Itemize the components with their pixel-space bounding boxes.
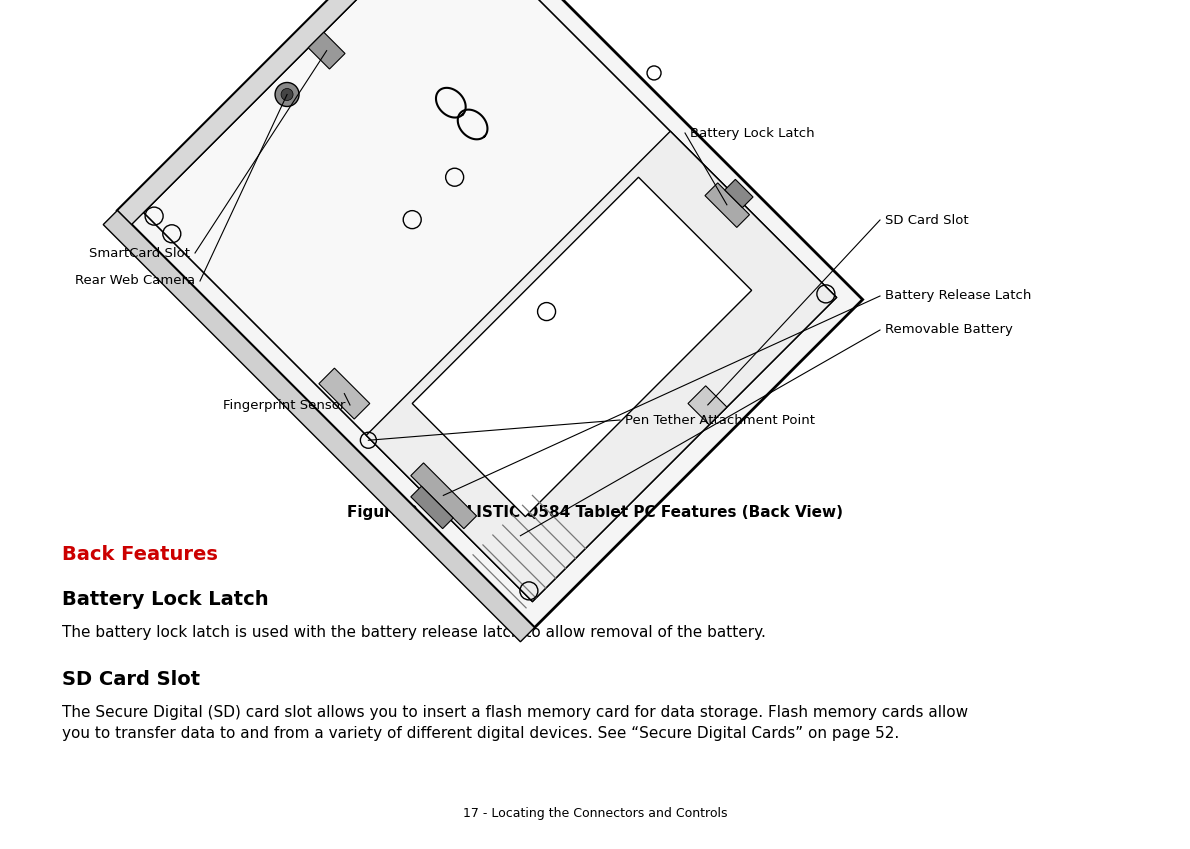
Polygon shape bbox=[725, 179, 753, 208]
Polygon shape bbox=[412, 177, 752, 517]
Polygon shape bbox=[411, 486, 453, 529]
Polygon shape bbox=[688, 385, 727, 424]
Polygon shape bbox=[118, 0, 459, 225]
Text: Figure 3.  STYLISTIC Q584 Tablet PC Features (Back View): Figure 3. STYLISTIC Q584 Tablet PC Featu… bbox=[347, 505, 843, 520]
Polygon shape bbox=[319, 368, 370, 419]
Text: Pen Tether Attachment Point: Pen Tether Attachment Point bbox=[625, 413, 815, 426]
Text: Back Features: Back Features bbox=[62, 545, 218, 564]
Text: Removable Battery: Removable Battery bbox=[885, 323, 1013, 336]
Text: SD Card Slot: SD Card Slot bbox=[62, 670, 200, 689]
Text: SmartCard Slot: SmartCard Slot bbox=[89, 246, 190, 260]
Text: The Secure Digital (SD) card slot allows you to insert a flash memory card for d: The Secure Digital (SD) card slot allows… bbox=[62, 705, 969, 741]
Polygon shape bbox=[308, 32, 345, 69]
Circle shape bbox=[275, 82, 299, 106]
Polygon shape bbox=[367, 132, 837, 601]
Text: Fingerprint Sensor: Fingerprint Sensor bbox=[223, 398, 345, 412]
Polygon shape bbox=[118, 0, 863, 627]
Text: Battery Lock Latch: Battery Lock Latch bbox=[690, 127, 815, 139]
Text: SD Card Slot: SD Card Slot bbox=[885, 213, 969, 227]
Polygon shape bbox=[104, 211, 534, 642]
Polygon shape bbox=[411, 463, 476, 529]
Circle shape bbox=[281, 88, 293, 100]
Polygon shape bbox=[144, 0, 837, 601]
Text: Rear Web Camera: Rear Web Camera bbox=[75, 274, 195, 288]
Polygon shape bbox=[704, 183, 750, 228]
Text: Battery Release Latch: Battery Release Latch bbox=[885, 290, 1032, 302]
Text: 17 - Locating the Connectors and Controls: 17 - Locating the Connectors and Control… bbox=[463, 807, 727, 820]
Text: The battery lock latch is used with the battery release latch to allow removal o: The battery lock latch is used with the … bbox=[62, 625, 766, 640]
Text: Battery Lock Latch: Battery Lock Latch bbox=[62, 590, 269, 609]
